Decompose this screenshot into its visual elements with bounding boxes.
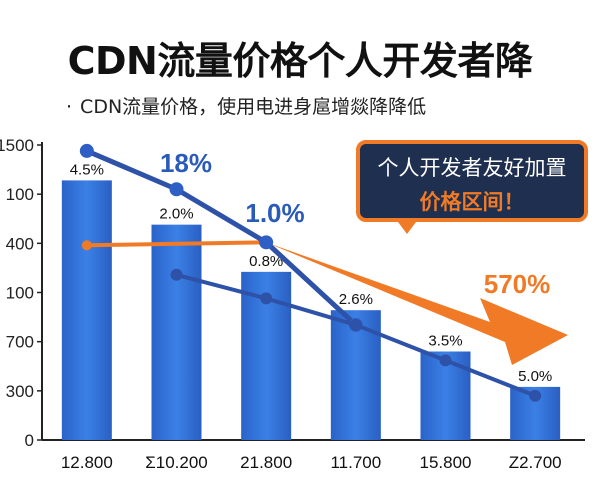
x-tick-label: Σ10.200 <box>145 453 208 472</box>
trend-arrow <box>266 242 568 365</box>
y-tick-label: 1500 <box>0 136 34 155</box>
y-tick-label: 400 <box>6 234 34 253</box>
bar-value-label: 5.0% <box>518 368 552 385</box>
x-tick-label: 15.800 <box>420 453 472 472</box>
orange-series-line <box>86 240 267 248</box>
highlight-label: 570% <box>484 269 551 299</box>
x-tick-label: 11.700 <box>330 453 381 472</box>
callout-pointer <box>395 218 419 234</box>
highlight-label: 1.0% <box>245 198 304 228</box>
line-series-2-point <box>260 292 273 305</box>
x-tick-label: 12.800 <box>61 453 113 472</box>
bar-value-label: 2.6% <box>339 291 373 308</box>
callout-box: 个人开发者友好加置 价格区间！ <box>356 140 588 222</box>
bar-value-label: 2.0% <box>159 206 193 223</box>
bar-value-label: 3.5% <box>428 333 462 350</box>
line-series-2-point <box>529 389 542 402</box>
line-series-1-point <box>259 235 274 250</box>
bullet-dot: · <box>66 96 73 118</box>
subtitle: · CDN流量价格，使用电进身扈增燚降降低 <box>66 92 426 119</box>
line-series-2-point <box>349 318 362 331</box>
bar <box>151 224 202 440</box>
bar <box>61 180 112 440</box>
y-tick-label: 100 <box>6 284 34 303</box>
line-series-1-point <box>169 182 184 197</box>
page-title: CDN流量价格个人开发者降 <box>67 39 533 83</box>
bar-value-label: 0.8% <box>249 253 283 270</box>
x-tick-label: Z2.700 <box>509 453 562 472</box>
line-series-1 <box>85 148 358 327</box>
y-tick-label: 300 <box>6 382 34 401</box>
highlight-label: 18% <box>160 148 212 178</box>
bar-value-label: 4.5% <box>70 161 104 178</box>
line-series-2-point <box>439 354 452 367</box>
subtitle-text: CDN流量价格，使用电进身扈增燚降降低 <box>80 96 427 118</box>
line-series-1-point <box>79 143 94 158</box>
line-series-2-point <box>170 268 183 281</box>
orange-series-point <box>81 240 92 251</box>
callout-line-2: 价格区间！ <box>419 190 525 214</box>
x-tick-label: 21.800 <box>240 453 292 472</box>
callout-line-1: 个人开发者友好加置 <box>377 156 567 180</box>
y-tick-label: 100 <box>6 185 34 204</box>
y-tick-label: 700 <box>6 333 34 352</box>
y-tick-label: 0 <box>25 431 34 450</box>
